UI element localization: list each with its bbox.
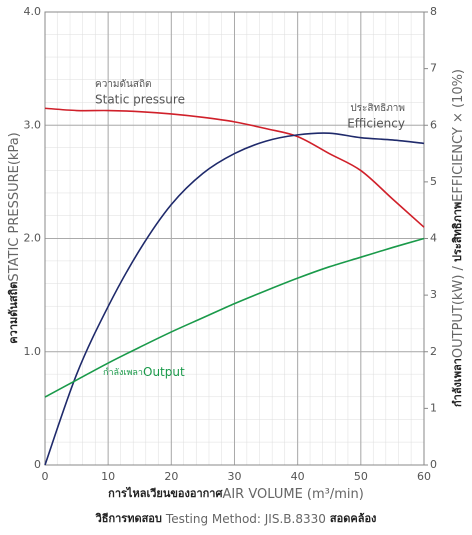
- series-line: [44, 237, 425, 398]
- footer-th: วิธีการทดสอบ: [95, 512, 162, 525]
- y2-tick-label: 6: [430, 118, 437, 131]
- y-tick-label: 0: [34, 458, 41, 471]
- series-line: [44, 132, 425, 466]
- x-tick-label: 60: [417, 470, 431, 483]
- y2-tick-label: 3: [430, 288, 437, 301]
- y2-label: EFFICIENCY × (10%): [451, 69, 466, 202]
- footer-text: Testing Method: JIS.B.8330: [165, 512, 326, 526]
- series-label-th: ประสิทธิภาพ: [350, 103, 405, 114]
- y2-tick-label: 5: [430, 175, 437, 188]
- y-tick-label: 2.0: [24, 232, 42, 245]
- y2-tick-label: 0: [430, 458, 437, 471]
- x-tick-label: 30: [228, 470, 242, 483]
- footer-th: สอดคล้อง: [330, 512, 377, 525]
- y-tick-label: 4.0: [24, 5, 42, 18]
- x-tick-label: 0: [42, 470, 49, 483]
- series-label: Efficiency: [347, 117, 405, 131]
- y2-label-th: ประสิทธิภาพ: [451, 202, 464, 262]
- y2-tick-label: 1: [430, 401, 437, 414]
- y-label: STATIC PRESSURE(kPa): [7, 132, 22, 281]
- series-label-th: ความดันสถิต: [95, 79, 152, 90]
- x-tick-label: 10: [101, 470, 115, 483]
- y-axis-label: ความดันสถิตSTATIC PRESSURE(kPa): [7, 132, 22, 343]
- series-line: [44, 107, 425, 228]
- x-axis-label: การไหลเวียนของอากาศAIR VOLUME (m³/min): [108, 486, 364, 502]
- y-tick-label: 3.0: [24, 118, 42, 131]
- x-label: AIR VOLUME (m³/min): [222, 487, 363, 502]
- y2-axis-label: กำลังเพลาOUTPUT(kW) / ประสิทธิภาพEFFICIE…: [451, 69, 466, 407]
- series-label: Static pressure: [95, 93, 185, 107]
- y2-tick-label: 8: [430, 5, 437, 18]
- footer: วิธีการทดสอบ Testing Method: JIS.B.8330 สอ…: [95, 512, 377, 526]
- series-label: กำลังเพลาOutput: [103, 365, 185, 379]
- y2-label-th: กำลังเพลา: [451, 358, 464, 407]
- series-label: Output: [143, 365, 185, 379]
- y2-tick-label: 7: [430, 62, 437, 75]
- x-tick-label: 50: [354, 470, 368, 483]
- x-label-th: การไหลเวียนของอากาศ: [108, 486, 223, 500]
- x-tick-label: 40: [291, 470, 305, 483]
- y2-tick-label: 4: [430, 232, 437, 245]
- y2-label: OUTPUT(kW) /: [451, 262, 466, 358]
- y-label-th: ความดันสถิต: [7, 282, 20, 344]
- y2-tick-label: 2: [430, 345, 437, 358]
- x-tick-label: 20: [164, 470, 178, 483]
- y-tick-label: 1.0: [24, 345, 42, 358]
- series-label-th: กำลังเพลา: [103, 367, 143, 378]
